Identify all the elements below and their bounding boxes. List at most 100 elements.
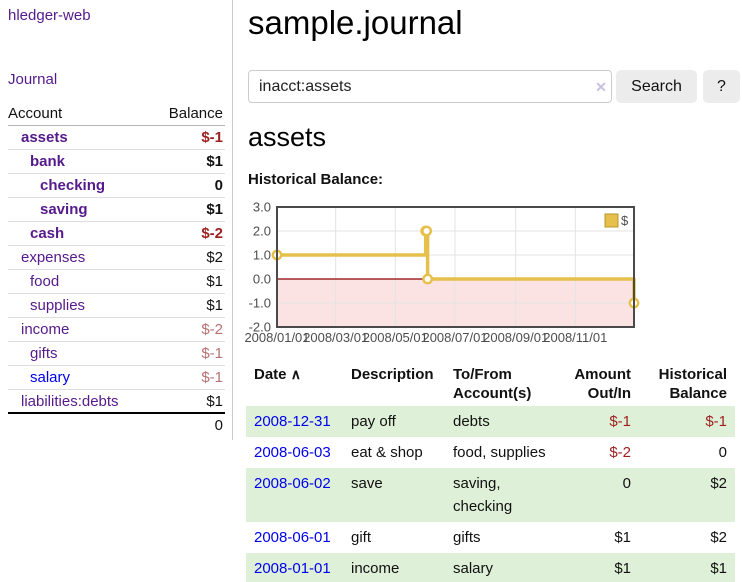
register-table: Date ∧ Description To/From Account(s) Am… [246, 362, 735, 582]
account-table-header: Account Balance [8, 102, 225, 126]
register-date-link[interactable]: 2008-01-01 [254, 560, 331, 577]
column-header-description: Description [351, 366, 434, 383]
table-row: 2008-06-02 save saving, checking 0 $2 [246, 468, 735, 522]
register-accounts: saving, checking [453, 475, 513, 515]
account-balance: $-1 [201, 345, 223, 362]
account-balance: $2 [206, 249, 223, 266]
account-balance: $1 [206, 297, 223, 314]
register-date-link[interactable]: 2008-06-03 [254, 444, 331, 461]
account-row: gifts $-1 [8, 342, 225, 366]
historical-balance-chart: 3.0 2.0 1.0 0.0 -1.0 -2.02008/01/012008/03/01… [244, 200, 640, 345]
clear-search-icon[interactable]: ✕ [595, 79, 607, 95]
register-amount: 0 [622, 475, 631, 492]
account-row: expenses $2 [8, 246, 225, 270]
account-balance: $1 [206, 393, 223, 410]
account-row: income $-2 [8, 318, 225, 342]
account-row: cash $-2 [8, 222, 225, 246]
svg-text:2008/05/01: 2008/05/01 [363, 330, 428, 345]
sidebar-account-checking[interactable]: checking [40, 177, 106, 194]
search-button[interactable]: Search [616, 70, 697, 103]
register-accounts: salary [453, 560, 494, 577]
sidebar-account-bank[interactable]: bank [30, 153, 66, 170]
sidebar-account-liabilities-debts[interactable]: liabilities:debts [21, 393, 119, 410]
register-header-row: Date ∧ Description To/From Account(s) Am… [246, 362, 735, 406]
svg-text:1.0: 1.0 [253, 248, 271, 263]
svg-text:2008/07/01: 2008/07/01 [422, 330, 487, 345]
register-description: save [351, 475, 383, 492]
sidebar-item-journal[interactable]: Journal [8, 71, 58, 88]
svg-text:0.0: 0.0 [253, 272, 271, 287]
register-accounts: debts [453, 413, 490, 430]
account-balance: $-2 [201, 225, 223, 242]
sidebar-account-assets[interactable]: assets [21, 129, 68, 146]
column-header-balance: Historical Balance [658, 366, 727, 402]
table-row: 2008-01-01 income salary $1 $1 [246, 553, 735, 582]
account-row: liabilities:debts $1 [8, 390, 225, 414]
sidebar-account-cash[interactable]: cash [30, 225, 65, 242]
account-balance: $-2 [201, 321, 223, 338]
account-row: checking 0 [8, 174, 225, 198]
accounts-total-value: 0 [214, 417, 223, 434]
table-row: 2008-12-31 pay off debts $-1 $-1 [246, 406, 735, 437]
account-balance: $1 [206, 153, 223, 170]
svg-text:-1.0: -1.0 [249, 296, 271, 311]
account-balance: 0 [214, 177, 223, 194]
account-balance: $1 [206, 273, 223, 290]
register-accounts: food, supplies [453, 444, 546, 461]
account-row: bank $1 [8, 150, 225, 174]
account-column-header: Account [8, 105, 63, 122]
account-row: saving $1 [8, 198, 225, 222]
page-title: sample.journal [248, 4, 463, 41]
sidebar-account-gifts[interactable]: gifts [30, 345, 58, 362]
account-balance: $-1 [201, 369, 223, 386]
accounts-total-row: 0 [8, 414, 225, 437]
account-balance: $1 [206, 201, 223, 218]
register-balance: $2 [710, 475, 727, 492]
account-row: salary $-1 [8, 366, 225, 390]
account-section-title: assets [248, 122, 327, 152]
register-description: pay off [351, 413, 396, 430]
sidebar-account-expenses[interactable]: expenses [21, 249, 86, 266]
register-date-link[interactable]: 2008-12-31 [254, 413, 331, 430]
register-balance: $-1 [705, 413, 727, 430]
svg-text:3.0: 3.0 [253, 200, 271, 215]
register-balance: $1 [710, 560, 727, 577]
sidebar-account-saving[interactable]: saving [40, 201, 88, 218]
sort-ascending-icon: ∧ [290, 366, 301, 382]
account-row: assets $-1 [8, 126, 225, 150]
svg-text:2008/11/01: 2008/11/01 [543, 330, 607, 345]
account-row: food $1 [8, 270, 225, 294]
column-header-amount: Amount Out/In [574, 366, 631, 402]
sidebar: hledger-web Journal Account Balance asse… [0, 0, 233, 440]
register-balance: 0 [718, 444, 727, 461]
register-date-link[interactable]: 2008-06-02 [254, 475, 331, 492]
svg-text:-2.0: -2.0 [249, 320, 271, 335]
register-amount: $1 [614, 560, 631, 577]
sidebar-account-income[interactable]: income [21, 321, 70, 338]
svg-text:2008/09/01: 2008/09/01 [483, 330, 548, 345]
svg-text:$: $ [621, 213, 629, 228]
register-amount: $1 [614, 529, 631, 546]
svg-text:2008/03/01: 2008/03/01 [303, 330, 368, 345]
register-description: income [351, 560, 400, 577]
register-amount: $-2 [609, 444, 631, 461]
register-date-link[interactable]: 2008-06-01 [254, 529, 331, 546]
sidebar-account-supplies[interactable]: supplies [30, 297, 86, 314]
brand-link[interactable]: hledger-web [8, 7, 91, 24]
search-input[interactable] [248, 70, 612, 103]
column-header-date[interactable]: Date ∧ [246, 362, 343, 406]
register-balance: $2 [710, 529, 727, 546]
register-description: eat & shop [351, 444, 423, 461]
register-accounts: gifts [453, 529, 481, 546]
table-row: 2008-06-03 eat & shop food, supplies $-2… [246, 437, 735, 468]
svg-text:2.0: 2.0 [253, 224, 271, 239]
sidebar-account-salary[interactable]: salary [30, 369, 71, 386]
table-row: 2008-06-01 gift gifts $1 $2 [246, 522, 735, 553]
register-description: gift [351, 529, 372, 546]
balance-column-header: Balance [168, 105, 223, 122]
account-row: supplies $1 [8, 294, 225, 318]
sidebar-account-food[interactable]: food [30, 273, 60, 290]
help-button[interactable]: ? [703, 70, 740, 103]
svg-text:2008/01/01: 2008/01/01 [244, 330, 309, 345]
